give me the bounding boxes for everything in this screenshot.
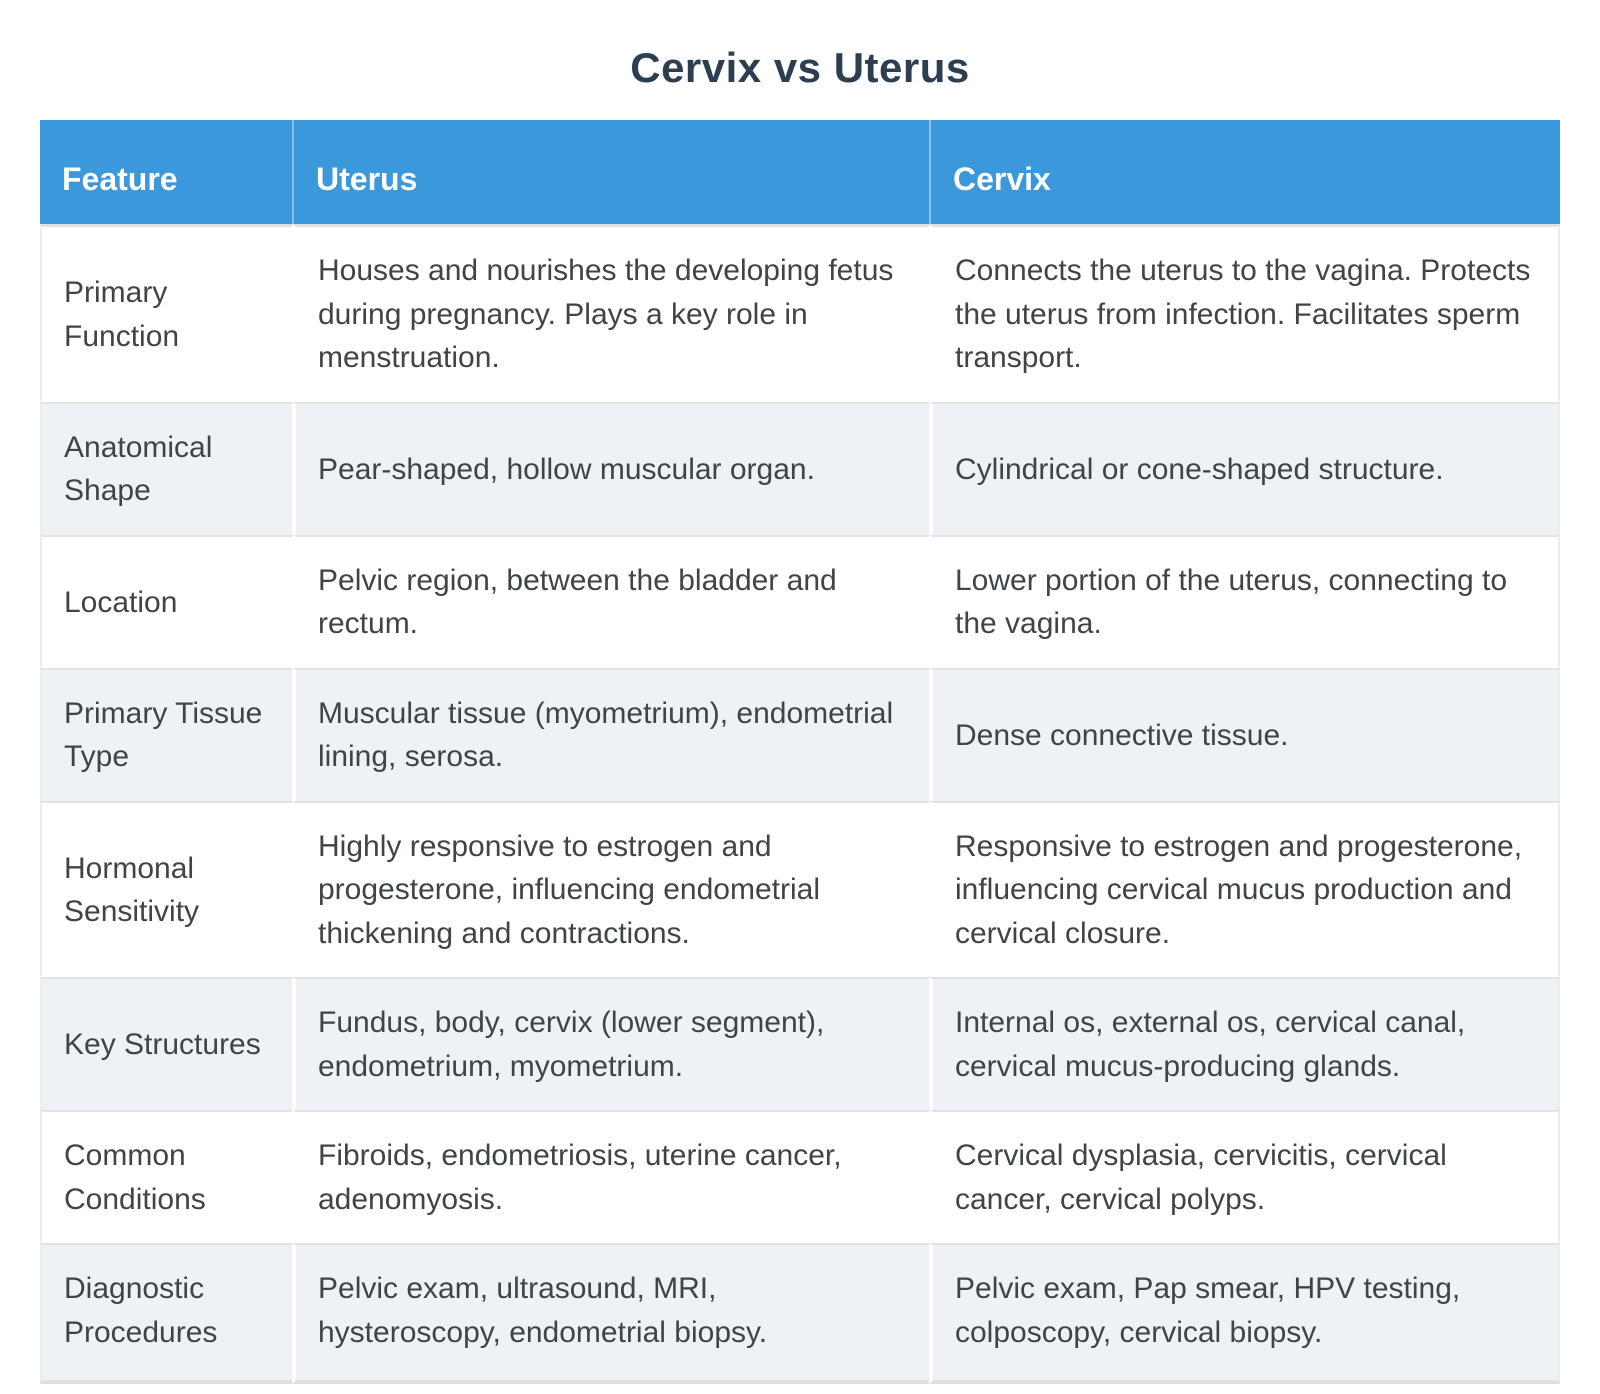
uterus-cell: Muscular tissue (myometrium), endometria… xyxy=(292,667,929,801)
table-row: Anatomical Shape Pear-shaped, hollow mus… xyxy=(40,401,1560,535)
cervix-cell: Cervical dysplasia, cervicitis, cervical… xyxy=(929,1110,1560,1244)
table-row: Key Structures Fundus, body, cervix (low… xyxy=(40,977,1560,1111)
table-row: Common Conditions Fibroids, endometriosi… xyxy=(40,1110,1560,1244)
feature-cell: Key Structures xyxy=(40,977,292,1111)
cervix-cell: Internal os, external os, cervical canal… xyxy=(929,977,1560,1111)
column-header-uterus: Uterus xyxy=(292,120,929,225)
uterus-cell: Pear-shaped, hollow muscular organ. xyxy=(292,401,929,535)
column-header-cervix: Cervix xyxy=(929,120,1560,225)
uterus-cell: Houses and nourishes the developing fetu… xyxy=(292,224,929,402)
column-header-feature: Feature xyxy=(40,120,292,225)
table-body: Primary Function Houses and nourishes th… xyxy=(40,224,1560,1385)
feature-cell: Hormonal Sensitivity xyxy=(40,800,292,978)
feature-cell: Location xyxy=(40,534,292,668)
uterus-cell: Highly responsive to estrogen and proges… xyxy=(292,800,929,978)
feature-cell: Common Conditions xyxy=(40,1110,292,1244)
feature-cell: Diagnostic Procedures xyxy=(40,1243,292,1385)
table-row: Primary Tissue Type Muscular tissue (myo… xyxy=(40,667,1560,801)
cervix-cell: Responsive to estrogen and progesterone,… xyxy=(929,800,1560,978)
cervix-cell: Lower portion of the uterus, connecting … xyxy=(929,534,1560,668)
table-header: Feature Uterus Cervix xyxy=(40,120,1560,225)
uterus-cell: Fundus, body, cervix (lower segment), en… xyxy=(292,977,929,1111)
cervix-cell: Connects the uterus to the vagina. Prote… xyxy=(929,224,1560,402)
feature-cell: Anatomical Shape xyxy=(40,401,292,535)
feature-cell: Primary Function xyxy=(40,224,292,402)
cervix-cell: Pelvic exam, Pap smear, HPV testing, col… xyxy=(929,1243,1560,1385)
page-title: Cervix vs Uterus xyxy=(630,44,970,91)
uterus-cell: Fibroids, endometriosis, uterine cancer,… xyxy=(292,1110,929,1244)
cervix-cell: Dense connective tissue. xyxy=(929,667,1560,801)
feature-cell: Primary Tissue Type xyxy=(40,667,292,801)
comparison-table: Feature Uterus Cervix Primary Function H… xyxy=(40,120,1560,1385)
table-row: Diagnostic Procedures Pelvic exam, ultra… xyxy=(40,1243,1560,1385)
cervix-cell: Cylindrical or cone-shaped structure. xyxy=(929,401,1560,535)
table-row: Hormonal Sensitivity Highly responsive t… xyxy=(40,800,1560,978)
uterus-cell: Pelvic region, between the bladder and r… xyxy=(292,534,929,668)
table-row: Primary Function Houses and nourishes th… xyxy=(40,224,1560,402)
header-row: Feature Uterus Cervix xyxy=(40,120,1560,225)
table-row: Location Pelvic region, between the blad… xyxy=(40,534,1560,668)
uterus-cell: Pelvic exam, ultrasound, MRI, hysterosco… xyxy=(292,1243,929,1385)
